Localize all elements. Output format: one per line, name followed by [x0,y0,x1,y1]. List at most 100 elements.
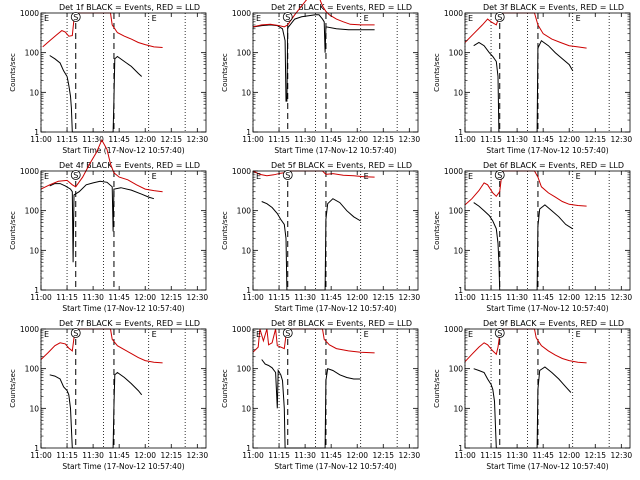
panel-title: Det 8f BLACK = Events, RED = LLD [271,319,412,328]
y-tick-label: 10 [453,404,463,413]
x-tick-label: 11:45 [320,135,342,144]
y-axis-label: Counts/sec [9,53,17,92]
end-marker-label: E [576,330,581,339]
x-tick-label: 12:30 [611,451,633,460]
end-marker-label: E [364,330,369,339]
y-tick-label: 1 [458,286,463,295]
y-axis-label: Counts/sec [433,53,441,92]
start-marker-circle [70,328,81,338]
y-axis-label: Counts/sec [433,369,441,408]
x-tick-label: 11:30 [82,135,104,144]
x-tick-label: 11:30 [82,451,104,460]
x-tick-label: 12:30 [611,293,633,302]
x-tick-label: 11:30 [294,135,316,144]
end-marker-label: E [152,172,157,181]
x-axis-label: Start Time (17-Nov-12 10:57:40) [62,304,184,313]
series-events-line [261,198,361,291]
start-marker-label: S [285,171,290,180]
y-axis-label: Counts/sec [221,211,229,250]
x-tick-label: 11:00 [242,451,264,460]
y-tick-label: 1000 [232,167,251,176]
end-marker-label: E [364,14,369,23]
y-tick-label: 1000 [232,9,251,18]
series-events-line [49,371,143,449]
end-marker-label: E [256,330,261,339]
y-tick-label: 1 [246,444,251,453]
x-tick-label: 11:15 [480,135,502,144]
x-tick-label: 11:15 [268,451,290,460]
y-tick-label: 10 [453,246,463,255]
x-tick-label: 12:00 [134,451,156,460]
x-tick-label: 12:30 [399,135,421,144]
x-tick-label: 11:15 [56,135,78,144]
y-axis-label: Counts/sec [9,369,17,408]
x-tick-label: 11:30 [82,293,104,302]
y-tick-label: 1 [34,128,39,137]
y-tick-label: 10 [29,88,39,97]
x-tick-label: 11:15 [56,451,78,460]
x-tick-label: 11:15 [480,451,502,460]
x-tick-label: 12:15 [372,293,394,302]
x-tick-label: 11:30 [506,293,528,302]
x-axis-label: Start Time (17-Nov-12 10:57:40) [274,304,396,313]
x-tick-label: 11:00 [30,135,52,144]
panel-8: Det 8f BLACK = Events, RED = LLD 11:00 11:… [221,319,420,471]
x-tick-label: 12:15 [584,135,606,144]
x-tick-label: 11:15 [268,293,290,302]
x-axis-label: Start Time (17-Nov-12 10:57:40) [62,462,184,471]
y-tick-label: 100 [449,365,464,374]
end-marker-label: E [576,14,581,23]
x-axis-label: Start Time (17-Nov-12 10:57:40) [274,462,396,471]
y-tick-label: 1000 [444,167,463,176]
x-tick-label: 12:00 [346,135,368,144]
start-marker-label: S [497,171,502,180]
panel-4: Det 4f BLACK = Events, RED = LLD 11:00 11:… [9,138,208,313]
y-tick-label: 1 [246,128,251,137]
y-tick-label: 1000 [444,325,463,334]
y-tick-label: 1000 [444,9,463,18]
series-lld-line [40,328,163,364]
panel-title: Det 3f BLACK = Events, RED = LLD [483,3,624,12]
start-marker-label: S [285,329,290,338]
x-tick-label: 11:45 [108,293,130,302]
x-axis-label: Start Time (17-Nov-12 10:57:40) [486,462,608,471]
x-tick-label: 12:00 [346,293,368,302]
series-events-line [473,39,574,133]
x-tick-label: 12:30 [187,451,209,460]
x-tick-label: 11:15 [480,293,502,302]
y-tick-label: 1 [458,128,463,137]
y-tick-label: 1000 [232,325,251,334]
plot-frame [40,170,207,291]
y-tick-label: 10 [453,88,463,97]
series-lld-line [464,12,587,49]
y-tick-label: 10 [29,246,39,255]
x-tick-label: 12:30 [611,135,633,144]
y-axis-label: Counts/sec [9,211,17,250]
x-tick-label: 12:30 [187,135,209,144]
x-tick-label: 11:00 [454,293,476,302]
y-tick-label: 100 [237,49,252,58]
plot-frame [40,328,207,449]
x-tick-label: 12:00 [558,451,580,460]
y-tick-label: 10 [241,404,251,413]
series-lld-line [40,138,163,193]
x-tick-label: 11:00 [454,135,476,144]
x-tick-label: 11:30 [506,451,528,460]
end-marker-label: E [468,14,473,23]
x-tick-label: 11:30 [506,135,528,144]
x-tick-label: 12:00 [346,451,368,460]
end-marker-label: E [44,172,49,181]
panel-7: Det 7f BLACK = Events, RED = LLD 11:00 11:… [9,319,208,471]
plot-frame [464,170,631,291]
x-axis-label: Start Time (17-Nov-12 10:57:40) [274,146,396,155]
panel-title: Det 1f BLACK = Events, RED = LLD [59,3,200,12]
end-marker-label: E [576,172,581,181]
panel-title: Det 2f BLACK = Events, RED = LLD [271,3,412,12]
series-lld-line [252,328,375,354]
x-tick-label: 11:45 [320,293,342,302]
y-tick-label: 100 [449,49,464,58]
series-lld-line [42,12,163,48]
end-marker-label: E [152,14,157,23]
start-marker-circle [70,170,81,180]
